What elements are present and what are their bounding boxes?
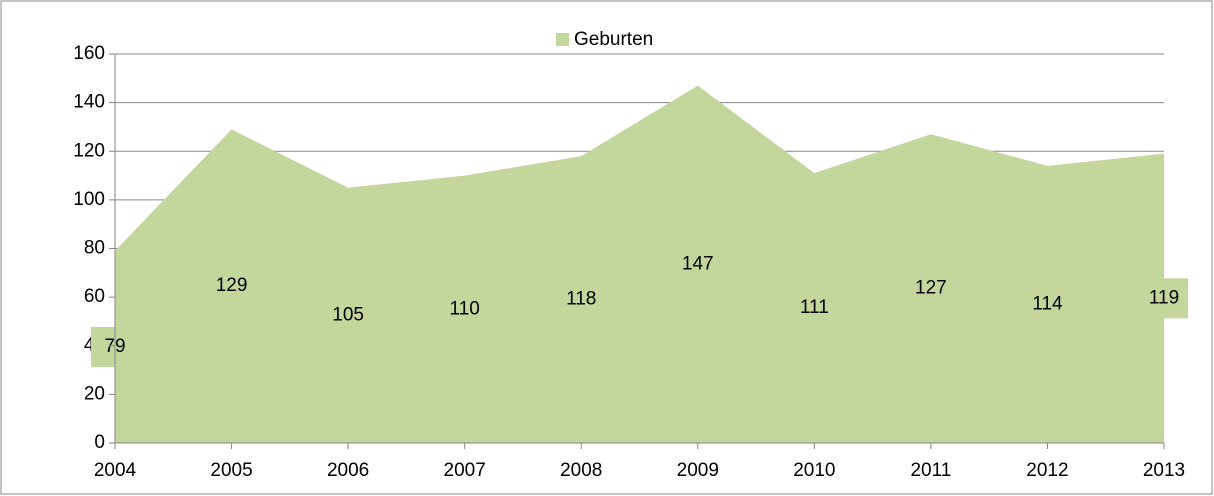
y-tick-label: 160 [73, 43, 105, 64]
x-tick-label: 2006 [327, 460, 369, 481]
x-tick-label: 2011 [910, 460, 951, 481]
area [115, 85, 1164, 443]
data-label-box [906, 268, 955, 309]
x-tick-label: 2004 [94, 460, 137, 481]
x-tick-label: 2013 [1143, 460, 1185, 481]
y-tick-label: 80 [84, 238, 105, 259]
x-tick-label: 2012 [1026, 460, 1068, 481]
x-tick-label: 2010 [793, 460, 835, 481]
x-tick-label: 2009 [677, 460, 719, 481]
data-label: 111 [800, 297, 829, 318]
data-label: 114 [1032, 293, 1063, 314]
y-tick-label: 100 [73, 189, 105, 210]
data-label: 105 [332, 304, 364, 325]
y-tick-label: 0 [94, 432, 105, 453]
data-label-box [673, 244, 722, 285]
data-label-box [1140, 278, 1188, 319]
legend-label: Geburten [574, 29, 653, 50]
x-tick-label: 2008 [560, 460, 602, 481]
data-label-box [557, 279, 606, 320]
data-label: 110 [450, 298, 480, 319]
y-tick-label: 140 [73, 92, 105, 113]
y-tick-label: 120 [73, 140, 105, 161]
x-tick-label: 2005 [210, 460, 252, 481]
data-label: 129 [216, 275, 248, 296]
data-label-box [1023, 284, 1072, 325]
data-label: 118 [566, 289, 596, 310]
y-tick-label: 60 [84, 286, 105, 307]
x-tick-label: 2007 [444, 460, 486, 481]
data-label: 119 [1149, 287, 1179, 308]
data-label-box [440, 289, 489, 330]
y-tick-label: 20 [84, 383, 105, 404]
legend-swatch [556, 33, 569, 46]
data-label-box [790, 288, 839, 329]
data-label: 127 [915, 278, 947, 299]
data-label-box [207, 266, 256, 307]
data-label-box [324, 295, 373, 336]
data-label: 147 [682, 253, 714, 274]
